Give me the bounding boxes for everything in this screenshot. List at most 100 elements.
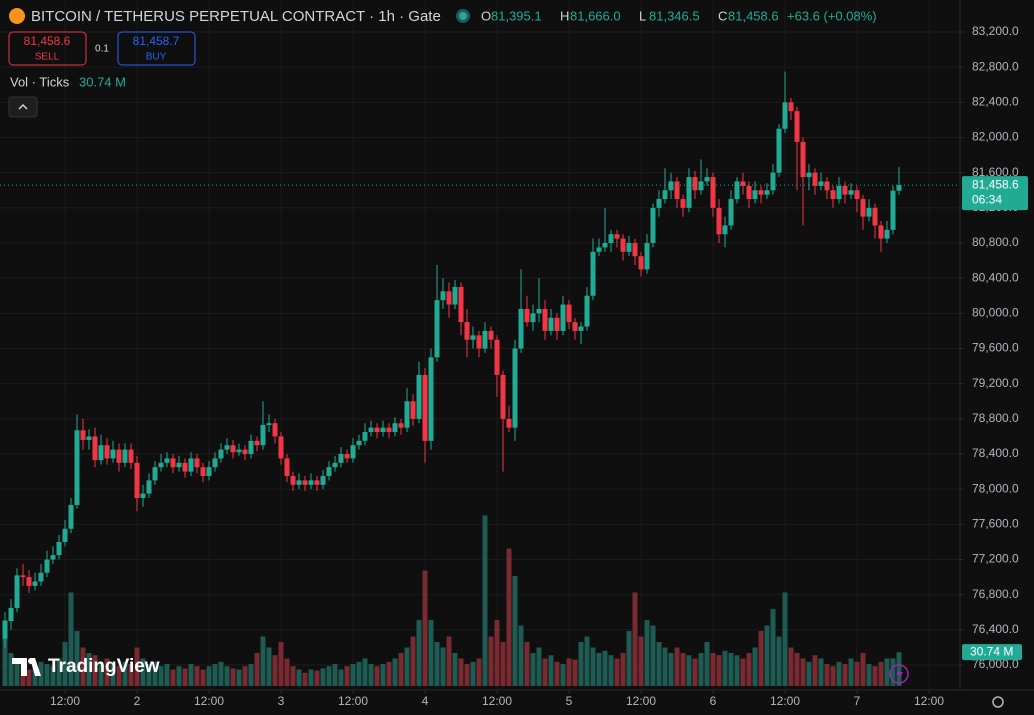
volume-bar [698,653,704,686]
volume-bar [92,655,98,686]
collapse-icon[interactable] [18,103,28,110]
volume-bar [506,548,512,686]
x-tick-label: 12:00 [338,694,368,708]
y-tick-label: 79,600.0 [972,341,1019,355]
volume-bar [554,661,560,686]
last-price-label: 81,458.6 [972,177,1019,191]
candle-body [818,181,824,186]
volume-label: 30.74 M [970,644,1013,658]
settings-button[interactable] [992,696,1004,708]
volume-bar [788,647,794,686]
x-tick-label: 6 [710,694,717,708]
volume-bar [170,669,176,686]
candle-body [320,476,326,485]
candle-body [440,291,446,301]
candle-body [728,199,734,226]
volume-bar [578,642,584,686]
volume-bar [716,655,722,686]
candle-body [80,430,86,440]
volume-bar [590,647,596,686]
volume-bar [644,620,650,686]
volume-bar [404,647,410,686]
volume-bar [14,658,20,686]
sell-button[interactable] [8,31,87,66]
candle-body [572,322,578,331]
volume-bar [410,636,416,686]
candle-body [710,177,716,208]
y-tick-label: 82,800.0 [972,59,1019,73]
candle-body [206,467,212,477]
candle-body [134,462,140,498]
flash-button[interactable] [889,664,909,684]
volume-bar [776,636,782,686]
buy-price[interactable]: 81,458.7 [133,34,180,48]
candle-body [812,172,818,186]
sell-price[interactable]: 81,458.6 [24,34,71,48]
volume-bar [872,666,878,686]
candle-body [62,528,68,542]
volume-bar [224,666,230,686]
y-tick-label: 79,200.0 [972,376,1019,390]
candle-body [686,177,692,208]
watermark: TradingView [48,656,160,677]
candle-body [164,458,170,463]
buy-button[interactable] [117,31,196,66]
candle-body [272,423,278,437]
candle-body [626,243,632,252]
sell-label[interactable]: SELL [35,52,60,63]
candle-body [242,449,248,455]
flash-icon[interactable] [896,668,903,680]
ohlc-label: L [639,8,646,23]
volume-bar [182,668,188,686]
candle-body [344,454,350,459]
volume-bar [632,592,638,686]
volume-bar [524,642,530,686]
candle-body [380,427,386,433]
y-tick-label: 77,600.0 [972,517,1019,531]
candle-body [350,445,356,459]
candle-body [764,190,770,195]
candle-body [266,423,272,426]
candle-body [524,308,530,323]
buy-label[interactable]: BUY [146,52,167,63]
candle-body [506,418,512,428]
candle-body [8,607,14,622]
candle-body [68,505,74,529]
volume-bar [794,653,800,686]
candle-body [692,177,698,191]
candle-body [740,181,746,186]
candle-body [632,243,638,257]
candle-body [722,225,728,235]
candle-body [218,449,224,459]
volume-bar [782,592,788,686]
volume-bar [746,653,752,686]
candle-body [278,436,284,459]
candle-body [74,430,80,506]
y-tick-label: 76,000.0 [972,657,1019,671]
candle-body [26,577,32,586]
candle-body [140,493,146,498]
y-tick-label: 83,200.0 [972,24,1019,38]
volume-bar [458,658,464,686]
volume-bar [740,658,746,686]
volume-bar [344,666,350,686]
volume-bar [380,664,386,686]
volume-bar [728,653,734,686]
volume-bar [476,658,482,686]
volume-bar [128,664,134,686]
candle-body [488,330,494,340]
volume-bar [188,664,194,686]
volume-bar [536,647,542,686]
x-tick-label: 12:00 [626,694,656,708]
collapse-button[interactable] [8,96,38,118]
candle-body [296,480,302,485]
candle-body [356,440,362,446]
ohlc-value: 81,458.6 [728,8,779,23]
candle-body [104,445,110,459]
candle-body [392,423,398,433]
candle-body [464,322,470,340]
y-tick-label: 78,000.0 [972,481,1019,495]
candle-body [146,480,152,494]
candle-body [374,427,380,433]
